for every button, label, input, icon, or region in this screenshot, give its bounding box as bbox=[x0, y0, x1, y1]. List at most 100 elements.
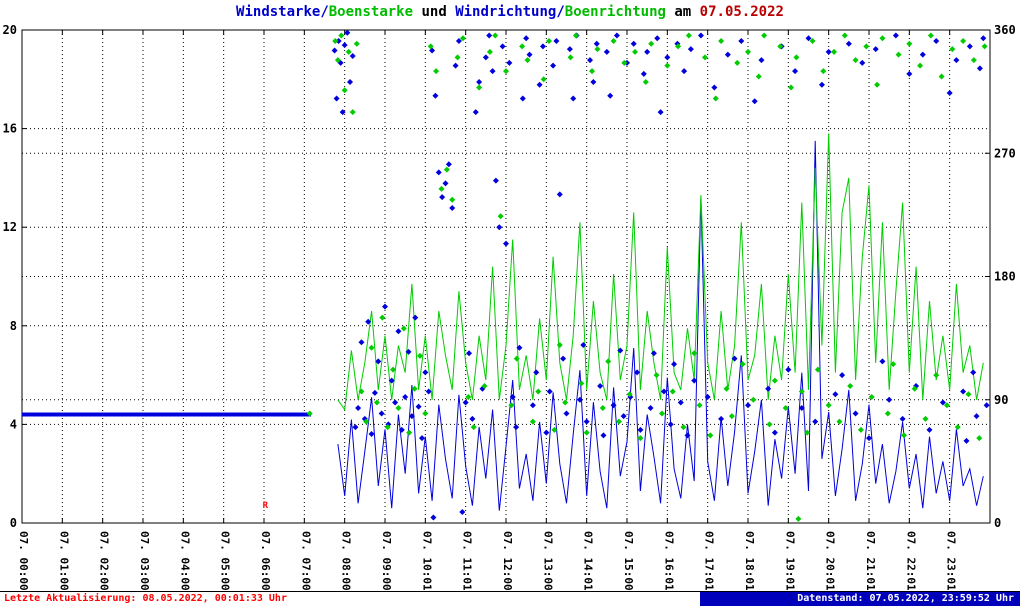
x-axis-label: 07. 04:00 bbox=[178, 531, 191, 590]
marker-windrichtung bbox=[516, 344, 523, 351]
marker-boenrichtung bbox=[605, 358, 612, 365]
marker-boenrichtung bbox=[739, 361, 746, 368]
marker-boenrichtung bbox=[890, 361, 897, 368]
x-axis-label: 07. 17:01 bbox=[703, 531, 716, 590]
marker-boenrichtung bbox=[884, 410, 891, 417]
marker-windrichtung bbox=[691, 377, 698, 384]
marker-boenrichtung bbox=[771, 377, 778, 384]
marker-boenrichtung bbox=[836, 418, 843, 425]
marker-windrichtung bbox=[630, 40, 637, 47]
marker-boenrichtung bbox=[933, 372, 940, 379]
marker-windrichtung bbox=[587, 57, 594, 64]
marker-windrichtung bbox=[664, 54, 671, 61]
marker-boenrichtung bbox=[562, 399, 569, 406]
marker-boenrichtung bbox=[804, 429, 811, 436]
marker-boenrichtung bbox=[486, 48, 493, 55]
marker-windrichtung bbox=[966, 43, 973, 50]
marker-windrichtung bbox=[519, 95, 526, 102]
marker-windrichtung bbox=[637, 426, 644, 433]
marker-boenrichtung bbox=[680, 424, 687, 431]
marker-boenrichtung bbox=[345, 48, 352, 55]
marker-boenrichtung bbox=[734, 59, 741, 66]
marker-windrichtung bbox=[439, 194, 446, 201]
marker-boenrichtung bbox=[911, 385, 918, 392]
marker-boenrichtung bbox=[540, 76, 547, 83]
marker-boenrichtung bbox=[306, 410, 313, 417]
marker-boenrichtung bbox=[793, 54, 800, 61]
marker-boenrichtung bbox=[766, 421, 773, 428]
marker-windrichtung bbox=[785, 366, 792, 373]
title-part: Boenstarke bbox=[328, 4, 414, 20]
marker-boenrichtung bbox=[411, 385, 418, 392]
marker-boenrichtung bbox=[353, 40, 360, 47]
marker-boenrichtung bbox=[567, 54, 574, 61]
marker-boenrichtung bbox=[857, 426, 864, 433]
marker-windrichtung bbox=[751, 98, 758, 105]
marker-windrichtung bbox=[919, 51, 926, 58]
marker-windrichtung bbox=[765, 385, 772, 392]
marker-windrichtung bbox=[466, 350, 473, 357]
marker-boenrichtung bbox=[814, 366, 821, 373]
marker-boenrichtung bbox=[723, 385, 730, 392]
marker-windrichtung bbox=[405, 348, 412, 355]
marker-windrichtung bbox=[365, 318, 372, 325]
x-axis-label: 07. 20:01 bbox=[824, 531, 837, 590]
marker-windrichtung bbox=[718, 415, 725, 422]
marker-windrichtung bbox=[469, 415, 476, 422]
marker-windrichtung bbox=[613, 32, 620, 39]
marker-windrichtung bbox=[482, 54, 489, 61]
x-axis-label: 07. 00:00 bbox=[17, 531, 30, 590]
marker-boenrichtung bbox=[960, 37, 967, 44]
marker-boenrichtung bbox=[745, 48, 751, 55]
marker-boenrichtung bbox=[476, 84, 483, 91]
marker-boenrichtung bbox=[508, 402, 515, 409]
marker-boenrichtung bbox=[965, 391, 972, 398]
marker-windrichtung bbox=[496, 224, 503, 231]
marker-windrichtung bbox=[926, 426, 933, 433]
marker-boenrichtung bbox=[427, 43, 434, 50]
marker-windrichtung bbox=[617, 347, 624, 354]
marker-boenrichtung bbox=[841, 32, 848, 39]
marker-windrichtung bbox=[859, 59, 866, 66]
marker-windrichtung bbox=[576, 396, 583, 403]
marker-windrichtung bbox=[970, 369, 977, 376]
marker-windrichtung bbox=[523, 35, 530, 42]
marker-windrichtung bbox=[745, 402, 751, 409]
marker-windrichtung bbox=[344, 29, 351, 36]
title-part: und bbox=[413, 4, 456, 20]
x-axis-label: 07. 19:01 bbox=[783, 531, 796, 590]
marker-windrichtung bbox=[845, 40, 852, 47]
marker-windrichtung bbox=[339, 109, 346, 116]
marker-windrichtung bbox=[792, 68, 799, 75]
marker-boenrichtung bbox=[332, 37, 339, 44]
y-left-label: 12 bbox=[3, 220, 17, 234]
marker-windrichtung bbox=[603, 48, 610, 55]
plot-area: 0 4 8 12 16 20 0 90 180 270 360 07. 00:00 07. 01:00 0… bbox=[3, 23, 1016, 591]
marker-windrichtung bbox=[671, 361, 678, 368]
marker-windrichtung bbox=[687, 46, 694, 53]
footer: Letzte Aktualisierung: 08.05.2022, 00:01… bbox=[0, 591, 1020, 606]
marker-boenrichtung bbox=[363, 418, 370, 425]
marker-windrichtung bbox=[402, 394, 409, 401]
x-axis-label: 07. 12:00 bbox=[501, 531, 514, 590]
marker-windrichtung bbox=[449, 205, 456, 212]
marker-boenrichtung bbox=[712, 95, 719, 102]
marker-boenrichtung bbox=[395, 404, 402, 411]
marker-boenrichtung bbox=[954, 424, 961, 431]
marker-windrichtung bbox=[425, 388, 432, 395]
marker-boenrichtung bbox=[513, 355, 520, 362]
marker-boenrichtung bbox=[701, 54, 708, 61]
chart-plot: 0 4 8 12 16 20 0 90 180 270 360 07. 00:00 07. 01:00 0… bbox=[3, 23, 1016, 591]
marker-windrichtung bbox=[610, 402, 617, 409]
marker-boenrichtung bbox=[927, 32, 934, 39]
marker-boenrichtung bbox=[809, 37, 816, 44]
marker-boenrichtung bbox=[556, 341, 563, 348]
marker-boenrichtung bbox=[820, 68, 827, 75]
marker-windrichtung bbox=[392, 399, 399, 406]
marker-windrichtung bbox=[526, 51, 533, 58]
marker-windrichtung bbox=[805, 35, 812, 42]
marker-boenrichtung bbox=[594, 46, 601, 53]
marker-boenrichtung bbox=[443, 166, 450, 173]
marker-windrichtung bbox=[358, 339, 365, 346]
marker-boenrichtung bbox=[384, 424, 391, 431]
